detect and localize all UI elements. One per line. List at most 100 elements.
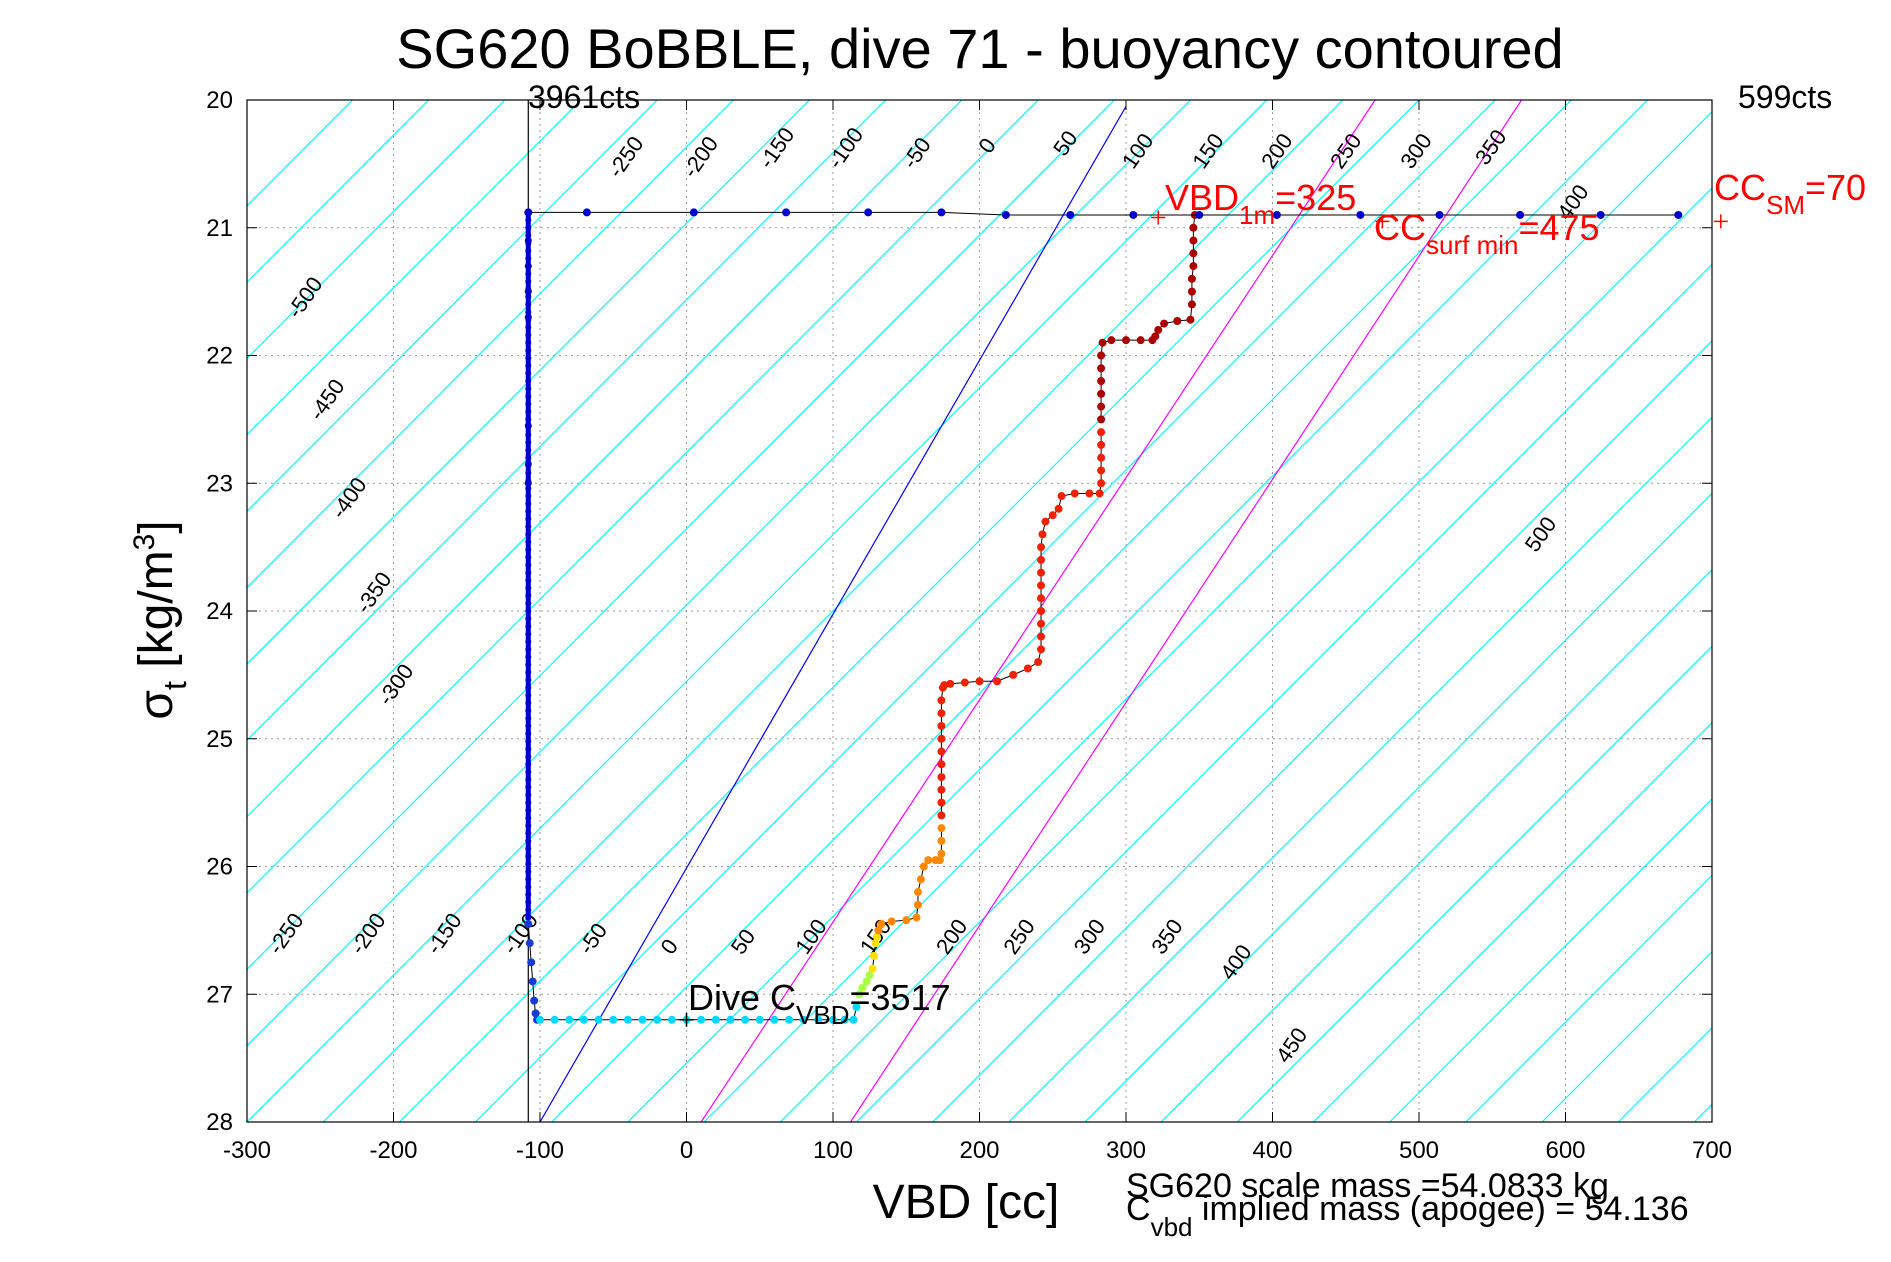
x-tick-label: 200 bbox=[959, 1137, 999, 1164]
contour-line bbox=[475, 100, 1496, 1122]
y-tick-label: 22 bbox=[206, 343, 233, 370]
data-point bbox=[525, 263, 532, 270]
data-point bbox=[525, 508, 532, 515]
data-point bbox=[937, 696, 946, 705]
y-label-close: ] bbox=[130, 520, 183, 533]
contour-label: -400 bbox=[326, 473, 372, 523]
contour-label: -150 bbox=[754, 123, 800, 173]
data-point bbox=[1097, 479, 1106, 488]
contour-line bbox=[1084, 492, 1712, 1122]
data-point bbox=[525, 638, 532, 645]
contour-label: -200 bbox=[677, 132, 723, 182]
data-point bbox=[849, 1015, 858, 1024]
data-point bbox=[525, 316, 532, 323]
cc-sm-main: CC bbox=[1714, 167, 1766, 208]
y-tick-label: 20 bbox=[206, 87, 233, 114]
contour-label: -300 bbox=[373, 659, 419, 709]
data-point bbox=[525, 814, 532, 821]
data-point bbox=[1187, 274, 1196, 283]
data-point bbox=[1037, 543, 1046, 552]
contour-label: 0 bbox=[655, 934, 683, 958]
contour-label: 50 bbox=[1048, 126, 1083, 160]
data-point bbox=[525, 684, 532, 691]
data-point bbox=[525, 477, 532, 484]
contour-label: 350 bbox=[1146, 914, 1188, 958]
data-point bbox=[1187, 300, 1196, 309]
data-point bbox=[525, 730, 532, 737]
data-point bbox=[525, 454, 532, 461]
data-point bbox=[525, 738, 532, 745]
x-axis-label: VBD [cc] bbox=[873, 1176, 1060, 1229]
data-point bbox=[525, 385, 532, 392]
data-point bbox=[1037, 607, 1046, 615]
contour-label: -100 bbox=[822, 123, 868, 173]
data-point bbox=[1154, 325, 1163, 334]
data-point bbox=[1107, 336, 1116, 345]
contour-label: -250 bbox=[603, 132, 649, 182]
data-point bbox=[1034, 658, 1043, 667]
top-label-right: 599cts bbox=[1738, 79, 1832, 115]
x-tick-label: 100 bbox=[813, 1137, 853, 1164]
data-point bbox=[902, 916, 911, 925]
contour-label: 150 bbox=[1187, 129, 1229, 173]
data-point bbox=[525, 676, 532, 683]
contour-line bbox=[247, 100, 963, 818]
data-point bbox=[623, 1015, 632, 1024]
contour-line bbox=[1465, 874, 1712, 1122]
data-point bbox=[937, 747, 946, 756]
data-point bbox=[913, 900, 922, 909]
vbd-1m-annotation: VBD1m=325 bbox=[1165, 177, 1356, 230]
data-point bbox=[1122, 336, 1130, 345]
y-label-sup: 3 bbox=[128, 534, 161, 551]
contour-line bbox=[247, 100, 1191, 1047]
data-point bbox=[525, 493, 532, 500]
contour-line bbox=[247, 100, 734, 589]
data-point bbox=[525, 585, 532, 592]
data-point bbox=[525, 876, 532, 883]
data-point bbox=[525, 470, 532, 477]
data-point bbox=[829, 1015, 837, 1024]
data-point bbox=[865, 971, 874, 980]
data-point bbox=[1097, 402, 1106, 411]
x-tick-label: -200 bbox=[369, 1137, 417, 1164]
y-tick-label: 27 bbox=[206, 981, 233, 1008]
contour-label: 300 bbox=[1069, 914, 1111, 958]
data-point bbox=[1186, 315, 1195, 324]
y-label-sub: t bbox=[157, 681, 193, 690]
data-point bbox=[525, 424, 532, 431]
data-point bbox=[814, 1015, 823, 1024]
data-point bbox=[667, 1015, 676, 1024]
data-point bbox=[755, 1015, 764, 1024]
contour-label: 500 bbox=[1520, 512, 1562, 556]
contour-label: -200 bbox=[345, 908, 391, 958]
data-point bbox=[1097, 415, 1106, 424]
x-tick-label: -100 bbox=[516, 1137, 564, 1164]
data-point bbox=[1098, 338, 1107, 347]
contour-line bbox=[1771, 100, 1891, 1122]
data-point bbox=[1189, 223, 1198, 232]
annotation-marker bbox=[1713, 214, 1728, 229]
cc-sm-annotation: CCSM=70 bbox=[1714, 167, 1866, 220]
data-point bbox=[525, 646, 532, 653]
surface-point bbox=[689, 208, 698, 217]
data-point bbox=[1187, 287, 1196, 296]
data-point bbox=[924, 856, 933, 865]
data-point bbox=[525, 569, 532, 576]
contour-label: -150 bbox=[421, 908, 467, 958]
data-point bbox=[525, 546, 532, 553]
contour-line bbox=[247, 100, 1115, 971]
contour-line bbox=[1313, 721, 1712, 1122]
x-tick-label: 700 bbox=[1692, 1137, 1732, 1164]
data-point bbox=[525, 753, 532, 760]
data-point bbox=[525, 883, 532, 890]
data-point bbox=[1097, 466, 1106, 475]
data-point bbox=[525, 799, 532, 806]
contour-label: -250 bbox=[263, 908, 309, 958]
data-point bbox=[653, 1015, 662, 1024]
contour-label: 300 bbox=[1395, 129, 1437, 173]
data-point bbox=[697, 1015, 706, 1024]
data-point bbox=[525, 891, 532, 898]
data-point bbox=[525, 523, 532, 530]
data-point bbox=[525, 347, 532, 354]
x-tick-label: -300 bbox=[223, 1137, 271, 1164]
